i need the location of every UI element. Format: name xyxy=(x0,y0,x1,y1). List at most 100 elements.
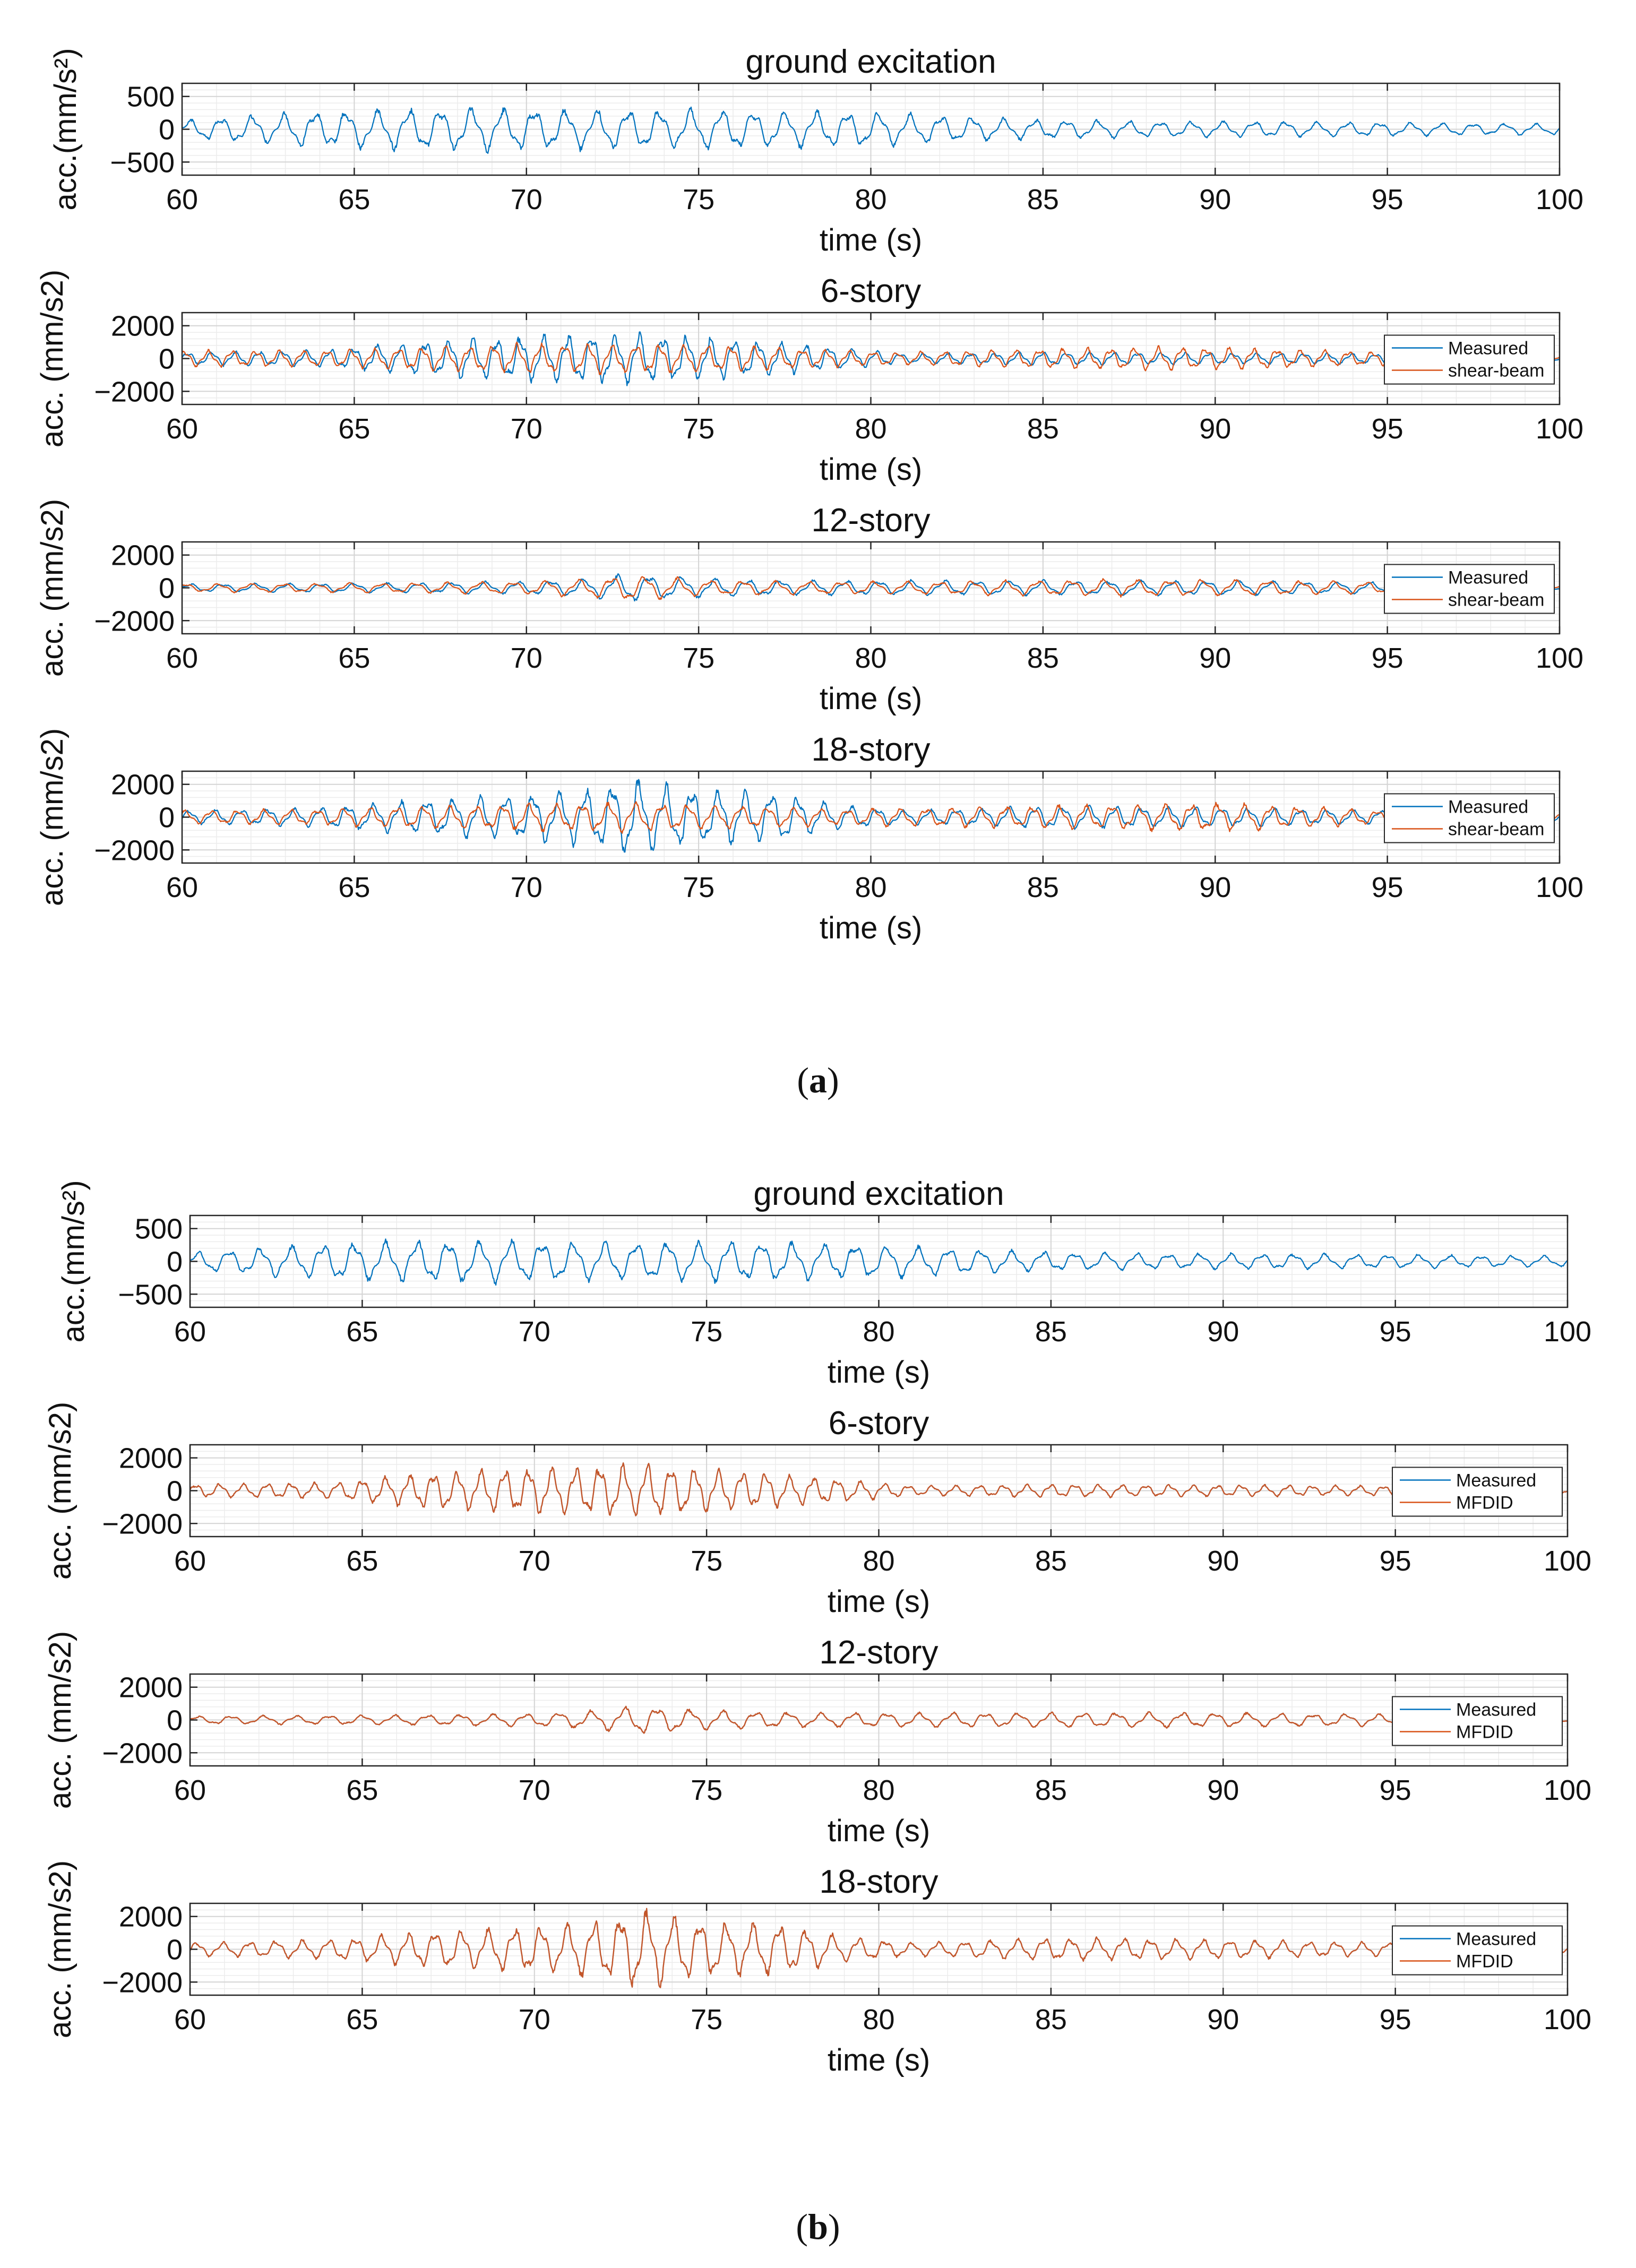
x-tick-label: 85 xyxy=(1027,872,1059,903)
x-tick-label: 75 xyxy=(691,1774,722,1806)
x-tick-label: 85 xyxy=(1035,1545,1067,1577)
chart-title: 6-story xyxy=(821,273,921,309)
x-tick-label: 95 xyxy=(1372,872,1403,903)
y-tick-label: 2000 xyxy=(119,1901,183,1933)
x-axis-label: time (s) xyxy=(828,1355,930,1390)
x-tick-label: 70 xyxy=(511,872,543,903)
chart-title: ground excitation xyxy=(745,44,996,80)
x-tick-label: 70 xyxy=(519,1774,550,1806)
x-tick-label: 95 xyxy=(1380,1316,1411,1348)
x-axis-label: time (s) xyxy=(828,1584,930,1619)
legend-label: MFDID xyxy=(1456,1722,1513,1743)
y-tick-label: −500 xyxy=(110,146,175,178)
x-tick-label: 100 xyxy=(1536,184,1583,215)
x-tick-label: 95 xyxy=(1372,642,1403,674)
y-tick-label: 0 xyxy=(159,343,175,375)
x-tick-label: 95 xyxy=(1380,2004,1411,2036)
y-axis-label: acc.(mm/s²) xyxy=(56,1180,91,1342)
series-line-mfdid xyxy=(189,1908,1568,1988)
x-tick-label: 65 xyxy=(346,2004,378,2036)
x-tick-label: 95 xyxy=(1372,413,1403,445)
x-tick-label: 75 xyxy=(683,872,714,903)
y-tick-label: 0 xyxy=(167,1246,183,1278)
x-tick-label: 90 xyxy=(1199,642,1231,674)
x-tick-label: 85 xyxy=(1027,184,1059,215)
x-tick-label: 85 xyxy=(1027,413,1059,445)
x-axis-label: time (s) xyxy=(828,1814,930,1848)
y-tick-label: 2000 xyxy=(111,769,175,801)
x-tick-label: 100 xyxy=(1544,2004,1591,2036)
legend-label: shear-beam xyxy=(1448,820,1544,840)
y-tick-label: 0 xyxy=(167,1934,183,1966)
x-tick-label: 65 xyxy=(338,184,370,215)
x-tick-label: 90 xyxy=(1207,1774,1239,1806)
x-tick-label: 85 xyxy=(1035,2004,1067,2036)
series-line-measured xyxy=(181,331,1560,386)
x-tick-label: 75 xyxy=(691,1316,722,1348)
y-tick-label: −2000 xyxy=(102,1508,183,1540)
y-axis-label: acc. (mm/s2) xyxy=(35,270,70,447)
x-tick-label: 85 xyxy=(1035,1316,1067,1348)
x-tick-label: 80 xyxy=(855,184,886,215)
y-tick-label: −500 xyxy=(118,1279,183,1310)
x-tick-label: 85 xyxy=(1027,642,1059,674)
x-tick-label: 85 xyxy=(1035,1774,1067,1806)
y-axis-label: acc. (mm/s2) xyxy=(43,1631,78,1809)
x-tick-label: 60 xyxy=(174,1774,206,1806)
series-line-mfdid xyxy=(189,1462,1568,1516)
y-tick-label: 0 xyxy=(159,114,175,146)
x-tick-label: 95 xyxy=(1372,184,1403,215)
caption-a: (a) xyxy=(797,1060,839,1100)
legend-box xyxy=(1384,793,1555,843)
legend-label: MFDID xyxy=(1456,1952,1513,1972)
x-tick-label: 100 xyxy=(1544,1545,1591,1577)
x-tick-label: 100 xyxy=(1544,1774,1591,1806)
x-tick-label: 60 xyxy=(166,413,198,445)
x-tick-label: 90 xyxy=(1207,2004,1239,2036)
x-tick-label: 75 xyxy=(683,413,714,445)
x-tick-label: 90 xyxy=(1207,1545,1239,1577)
x-tick-label: 90 xyxy=(1199,872,1231,903)
x-tick-label: 80 xyxy=(863,2004,894,2036)
chart-title: ground excitation xyxy=(753,1176,1004,1212)
legend-label: Measured xyxy=(1448,797,1528,817)
legend-box xyxy=(1384,564,1555,614)
x-tick-label: 80 xyxy=(863,1316,894,1348)
x-tick-label: 95 xyxy=(1380,1545,1411,1577)
y-tick-label: −2000 xyxy=(102,1967,183,1998)
x-axis-label: time (s) xyxy=(820,682,922,716)
y-axis-label: acc.(mm/s²) xyxy=(48,48,83,210)
x-axis-label: time (s) xyxy=(828,2043,930,2077)
legend-label: Measured xyxy=(1456,1471,1536,1491)
x-tick-label: 70 xyxy=(519,1316,550,1348)
legend-label: shear-beam xyxy=(1448,361,1544,381)
x-tick-label: 60 xyxy=(166,184,198,215)
series-line-shear-beam xyxy=(182,576,1560,600)
legend-label: Measured xyxy=(1448,339,1528,359)
y-tick-label: 0 xyxy=(167,1476,183,1507)
y-tick-label: −2000 xyxy=(102,1737,183,1769)
y-tick-label: 0 xyxy=(159,573,175,605)
y-tick-label: 2000 xyxy=(119,1672,183,1704)
x-tick-label: 70 xyxy=(519,1545,550,1577)
series-line-mfdid xyxy=(190,1705,1568,1734)
series-line-measured xyxy=(182,779,1560,853)
x-axis-label: time (s) xyxy=(820,223,922,257)
x-tick-label: 80 xyxy=(855,413,886,445)
y-axis-label: acc. (mm/s2) xyxy=(35,728,70,906)
series-line-ground xyxy=(182,106,1560,154)
legend-box xyxy=(1392,1696,1563,1746)
legend-label: shear-beam xyxy=(1448,590,1544,610)
y-tick-label: 2000 xyxy=(111,311,175,342)
x-tick-label: 100 xyxy=(1536,642,1583,674)
x-tick-label: 65 xyxy=(346,1774,378,1806)
series-line-ground xyxy=(190,1238,1568,1286)
legend-box xyxy=(1392,1925,1563,1976)
